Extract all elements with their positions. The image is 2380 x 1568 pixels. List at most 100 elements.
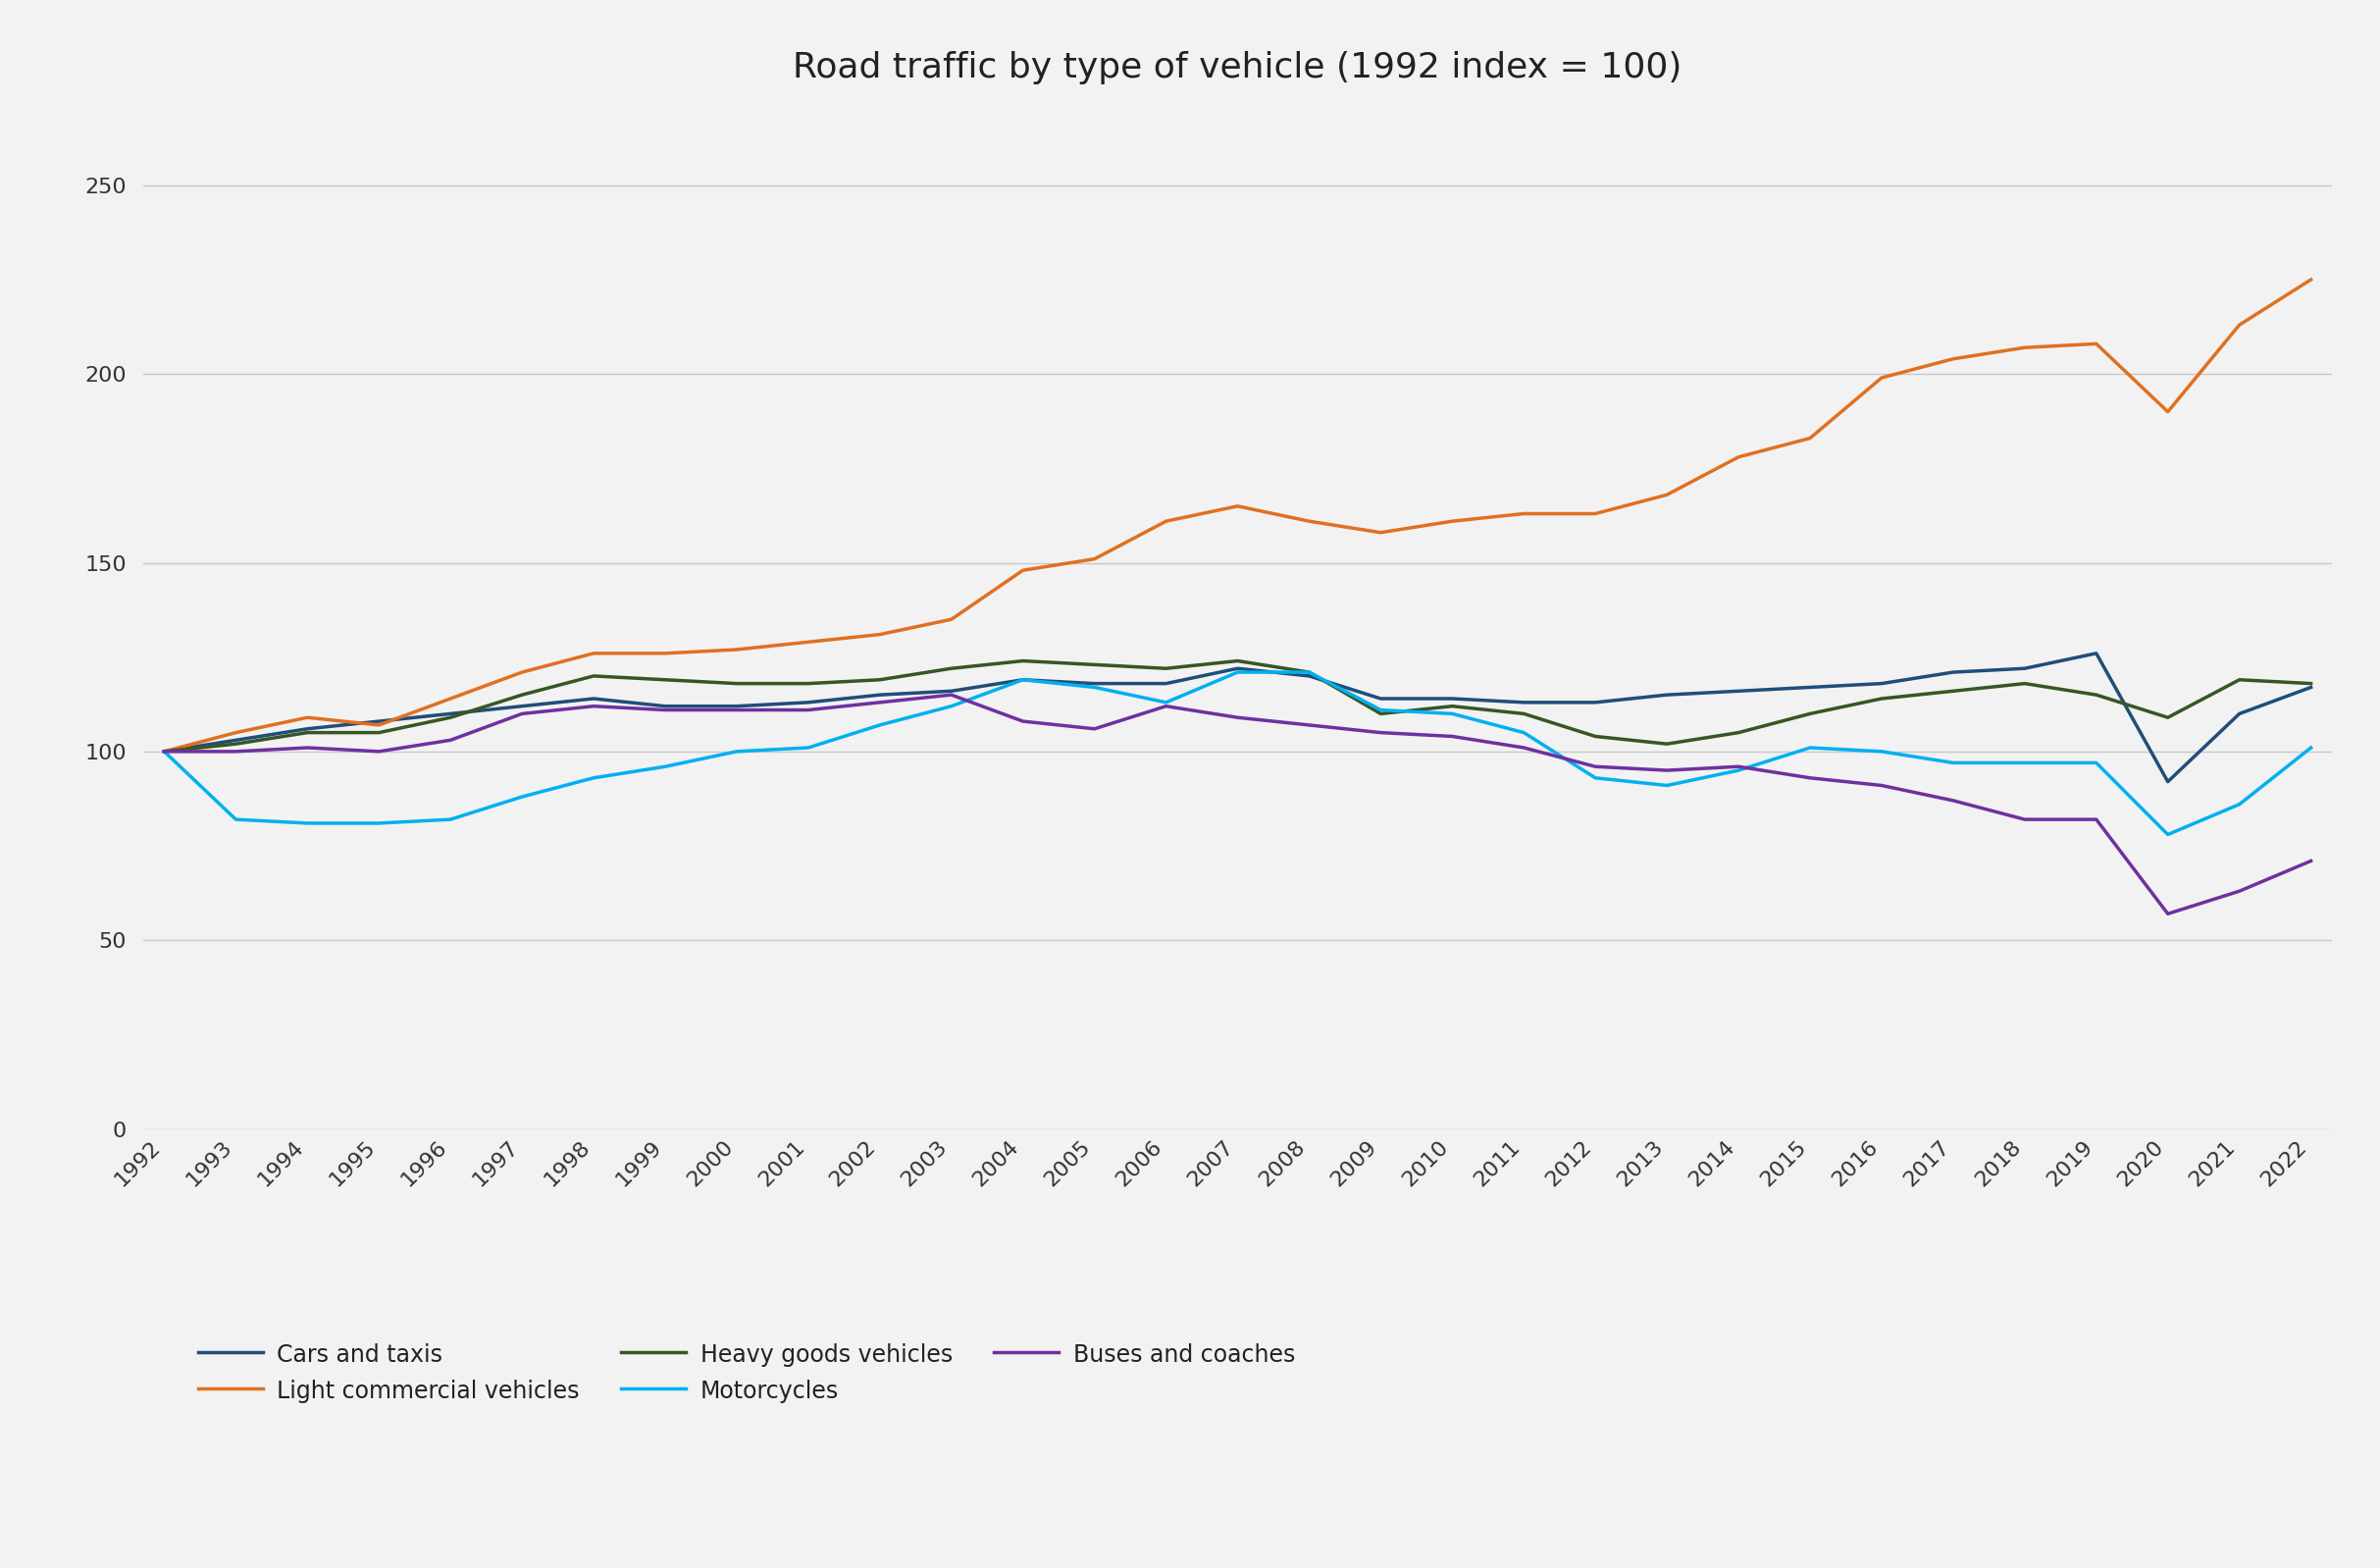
- Heavy goods vehicles: [2225, 671, 2254, 690]
- Buses and coaches: [293, 739, 321, 757]
- Motorcycles: [1723, 760, 1752, 779]
- Motorcycles: [2154, 825, 2182, 844]
- Light commercial vehicles: [1152, 511, 1180, 530]
- Motorcycles: [1295, 663, 1323, 682]
- Heavy goods vehicles: [2011, 674, 2040, 693]
- Cars and taxis: [795, 693, 823, 712]
- Light commercial vehicles: [2225, 315, 2254, 334]
- Heavy goods vehicles: [866, 671, 895, 690]
- Light commercial vehicles: [938, 610, 966, 629]
- Cars and taxis: [150, 742, 178, 760]
- Buses and coaches: [507, 704, 536, 723]
- Motorcycles: [938, 696, 966, 715]
- Light commercial vehicles: [795, 632, 823, 651]
- Light commercial vehicles: [293, 709, 321, 728]
- Heavy goods vehicles: [364, 723, 393, 742]
- Buses and coaches: [1295, 715, 1323, 734]
- Heavy goods vehicles: [293, 723, 321, 742]
- Cars and taxis: [2011, 659, 2040, 677]
- Heavy goods vehicles: [1723, 723, 1752, 742]
- Buses and coaches: [436, 731, 464, 750]
- Cars and taxis: [1152, 674, 1180, 693]
- Buses and coaches: [650, 701, 678, 720]
- Heavy goods vehicles: [2082, 685, 2111, 704]
- Cars and taxis: [1509, 693, 1537, 712]
- Title: Road traffic by type of vehicle (1992 index = 100): Road traffic by type of vehicle (1992 in…: [793, 50, 1683, 85]
- Motorcycles: [1940, 753, 1968, 771]
- Light commercial vehicles: [1723, 447, 1752, 466]
- Light commercial vehicles: [1940, 350, 1968, 368]
- Cars and taxis: [1797, 677, 1825, 696]
- Buses and coaches: [2082, 811, 2111, 829]
- Heavy goods vehicles: [1940, 682, 1968, 701]
- Motorcycles: [507, 787, 536, 806]
- Cars and taxis: [2297, 677, 2325, 696]
- Cars and taxis: [866, 685, 895, 704]
- Heavy goods vehicles: [2154, 709, 2182, 728]
- Line: Light commercial vehicles: Light commercial vehicles: [164, 279, 2311, 751]
- Buses and coaches: [1223, 709, 1252, 728]
- Motorcycles: [1152, 693, 1180, 712]
- Motorcycles: [2011, 753, 2040, 771]
- Buses and coaches: [1152, 696, 1180, 715]
- Motorcycles: [578, 768, 607, 787]
- Light commercial vehicles: [2011, 339, 2040, 358]
- Light commercial vehicles: [1438, 511, 1466, 530]
- Buses and coaches: [795, 701, 823, 720]
- Heavy goods vehicles: [436, 709, 464, 728]
- Cars and taxis: [724, 696, 752, 715]
- Line: Buses and coaches: Buses and coaches: [164, 695, 2311, 914]
- Heavy goods vehicles: [1509, 704, 1537, 723]
- Motorcycles: [1438, 704, 1466, 723]
- Light commercial vehicles: [1366, 524, 1395, 543]
- Motorcycles: [2225, 795, 2254, 814]
- Cars and taxis: [221, 731, 250, 750]
- Heavy goods vehicles: [650, 671, 678, 690]
- Cars and taxis: [293, 720, 321, 739]
- Motorcycles: [150, 742, 178, 760]
- Heavy goods vehicles: [1009, 651, 1038, 670]
- Motorcycles: [1509, 723, 1537, 742]
- Buses and coaches: [2297, 851, 2325, 870]
- Light commercial vehicles: [221, 723, 250, 742]
- Light commercial vehicles: [2082, 334, 2111, 353]
- Cars and taxis: [364, 712, 393, 731]
- Motorcycles: [2082, 753, 2111, 771]
- Motorcycles: [1652, 776, 1680, 795]
- Cars and taxis: [1223, 659, 1252, 677]
- Buses and coaches: [2154, 905, 2182, 924]
- Buses and coaches: [2225, 881, 2254, 900]
- Motorcycles: [1797, 739, 1825, 757]
- Heavy goods vehicles: [1295, 663, 1323, 682]
- Buses and coaches: [866, 693, 895, 712]
- Buses and coaches: [578, 696, 607, 715]
- Heavy goods vehicles: [507, 685, 536, 704]
- Buses and coaches: [364, 742, 393, 760]
- Cars and taxis: [1009, 671, 1038, 690]
- Buses and coaches: [221, 742, 250, 760]
- Buses and coaches: [1009, 712, 1038, 731]
- Light commercial vehicles: [1223, 497, 1252, 516]
- Light commercial vehicles: [1509, 505, 1537, 524]
- Cars and taxis: [1868, 674, 1897, 693]
- Buses and coaches: [1940, 792, 1968, 811]
- Heavy goods vehicles: [1081, 655, 1109, 674]
- Buses and coaches: [2011, 811, 2040, 829]
- Light commercial vehicles: [724, 640, 752, 659]
- Light commercial vehicles: [1797, 428, 1825, 447]
- Heavy goods vehicles: [724, 674, 752, 693]
- Motorcycles: [866, 715, 895, 734]
- Light commercial vehicles: [150, 742, 178, 760]
- Light commercial vehicles: [2154, 403, 2182, 422]
- Heavy goods vehicles: [1366, 704, 1395, 723]
- Cars and taxis: [1438, 690, 1466, 709]
- Cars and taxis: [650, 696, 678, 715]
- Motorcycles: [293, 814, 321, 833]
- Motorcycles: [364, 814, 393, 833]
- Heavy goods vehicles: [1438, 696, 1466, 715]
- Buses and coaches: [938, 685, 966, 704]
- Buses and coaches: [1652, 760, 1680, 779]
- Light commercial vehicles: [364, 715, 393, 734]
- Cars and taxis: [1723, 682, 1752, 701]
- Cars and taxis: [2225, 704, 2254, 723]
